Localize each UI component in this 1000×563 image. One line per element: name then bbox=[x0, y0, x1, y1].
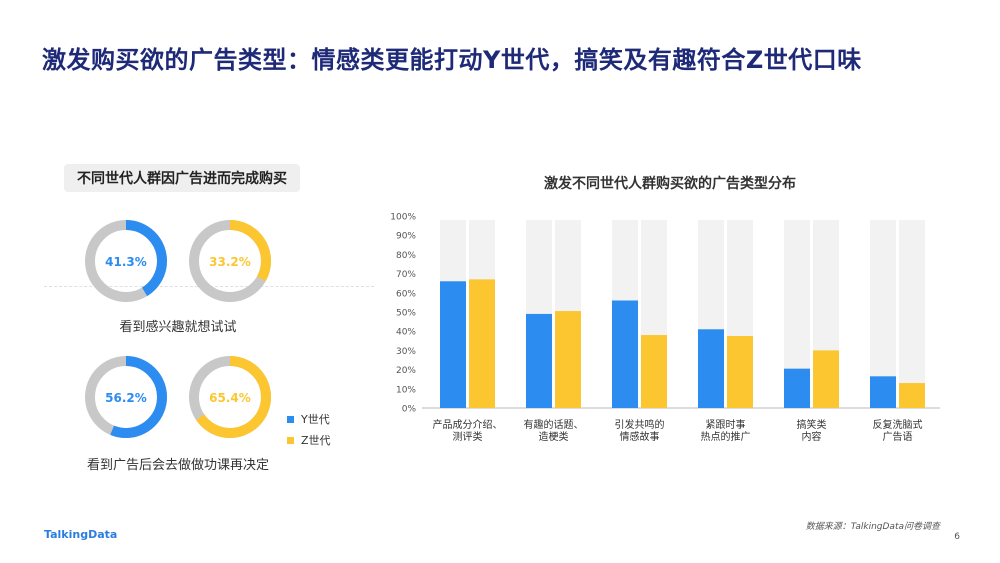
x-tick-label: 测评类 bbox=[453, 430, 483, 443]
page-number: 6 bbox=[954, 532, 960, 542]
x-tick-label: 有趣的话题、 bbox=[524, 418, 584, 431]
x-tick-label: 情感故事 bbox=[620, 430, 660, 443]
donut-chart: 41.3% bbox=[85, 220, 167, 302]
y-tick-label: 90% bbox=[396, 232, 416, 242]
brand-logo: TalkingData bbox=[44, 528, 118, 541]
y-tick-label: 70% bbox=[396, 270, 416, 280]
x-tick-label: 反复洗脑式 bbox=[873, 418, 923, 431]
y-tick-label: 10% bbox=[396, 385, 416, 395]
bar bbox=[784, 368, 810, 408]
bar bbox=[641, 335, 667, 408]
data-source: 数据来源：TalkingData问卷调查 bbox=[805, 522, 940, 532]
legend-swatch bbox=[287, 436, 294, 444]
y-tick-label: 80% bbox=[396, 251, 416, 261]
x-tick-label: 广告语 bbox=[883, 430, 913, 443]
bar bbox=[469, 279, 495, 408]
y-tick-label: 40% bbox=[396, 328, 416, 338]
left-panel-title: 不同世代人群因广告进而完成购买 bbox=[64, 164, 300, 192]
chart-title: 激发不同世代人群购买欲的广告类型分布 bbox=[544, 176, 796, 192]
bar bbox=[899, 383, 925, 408]
x-tick-label: 引发共鸣的 bbox=[615, 418, 665, 431]
donut-value-label: 56.2% bbox=[105, 391, 147, 405]
donut-chart: 56.2% bbox=[85, 356, 167, 438]
bar-chart: 0% 10% 20% 30% 40% 50% 60% 70% 80% 90% 100% 产品成分介绍、… bbox=[390, 213, 940, 443]
bar bbox=[727, 336, 753, 408]
donut-value-label: 41.3% bbox=[105, 255, 147, 269]
bar bbox=[440, 281, 466, 408]
bar bbox=[813, 350, 839, 408]
bar bbox=[698, 329, 724, 408]
x-tick-label: 内容 bbox=[802, 430, 822, 443]
page-title: 激发购买欲的广告类型：情感类更能打动Y世代，搞笑及有趣符合Z世代口味 bbox=[42, 46, 862, 74]
bar bbox=[870, 376, 896, 408]
donut-arc bbox=[189, 220, 271, 302]
x-tick-label: 产品成分介绍、 bbox=[433, 418, 503, 431]
donut-chart: 33.2% bbox=[189, 220, 271, 302]
legend-label: Z世代 bbox=[301, 434, 331, 447]
x-tick-label: 造梗类 bbox=[539, 430, 569, 443]
y-tick-label: 30% bbox=[396, 347, 416, 357]
bar bbox=[526, 313, 552, 408]
legend-item-y: Y世代 bbox=[287, 411, 330, 427]
donut-value-label: 33.2% bbox=[209, 255, 251, 269]
donut-value-label: 65.4% bbox=[209, 391, 251, 405]
y-tick-label: 0% bbox=[402, 405, 417, 415]
legend-swatch bbox=[287, 415, 294, 423]
y-tick-label: 50% bbox=[396, 309, 416, 319]
bar-background bbox=[899, 220, 925, 408]
donut-arc bbox=[85, 356, 167, 438]
legend-item-z: Z世代 bbox=[287, 432, 331, 448]
bar bbox=[612, 300, 638, 408]
donut-caption: 看到感兴趣就想试试 bbox=[119, 320, 237, 335]
donut-caption: 看到广告后会去做做功课再决定 bbox=[86, 458, 269, 473]
legend-label: Y世代 bbox=[301, 413, 330, 426]
x-tick-label: 紧跟时事 bbox=[706, 418, 746, 431]
x-tick-label: 热点的推广 bbox=[701, 430, 751, 443]
y-tick-label: 20% bbox=[396, 366, 416, 376]
y-tick-label: 100% bbox=[390, 213, 416, 223]
donut-arc bbox=[85, 220, 167, 302]
donut-arc bbox=[189, 356, 271, 438]
donut-chart: 65.4% bbox=[189, 356, 271, 438]
x-tick-label: 搞笑类 bbox=[797, 418, 827, 431]
y-tick-label: 60% bbox=[396, 289, 416, 299]
bar bbox=[555, 311, 581, 408]
